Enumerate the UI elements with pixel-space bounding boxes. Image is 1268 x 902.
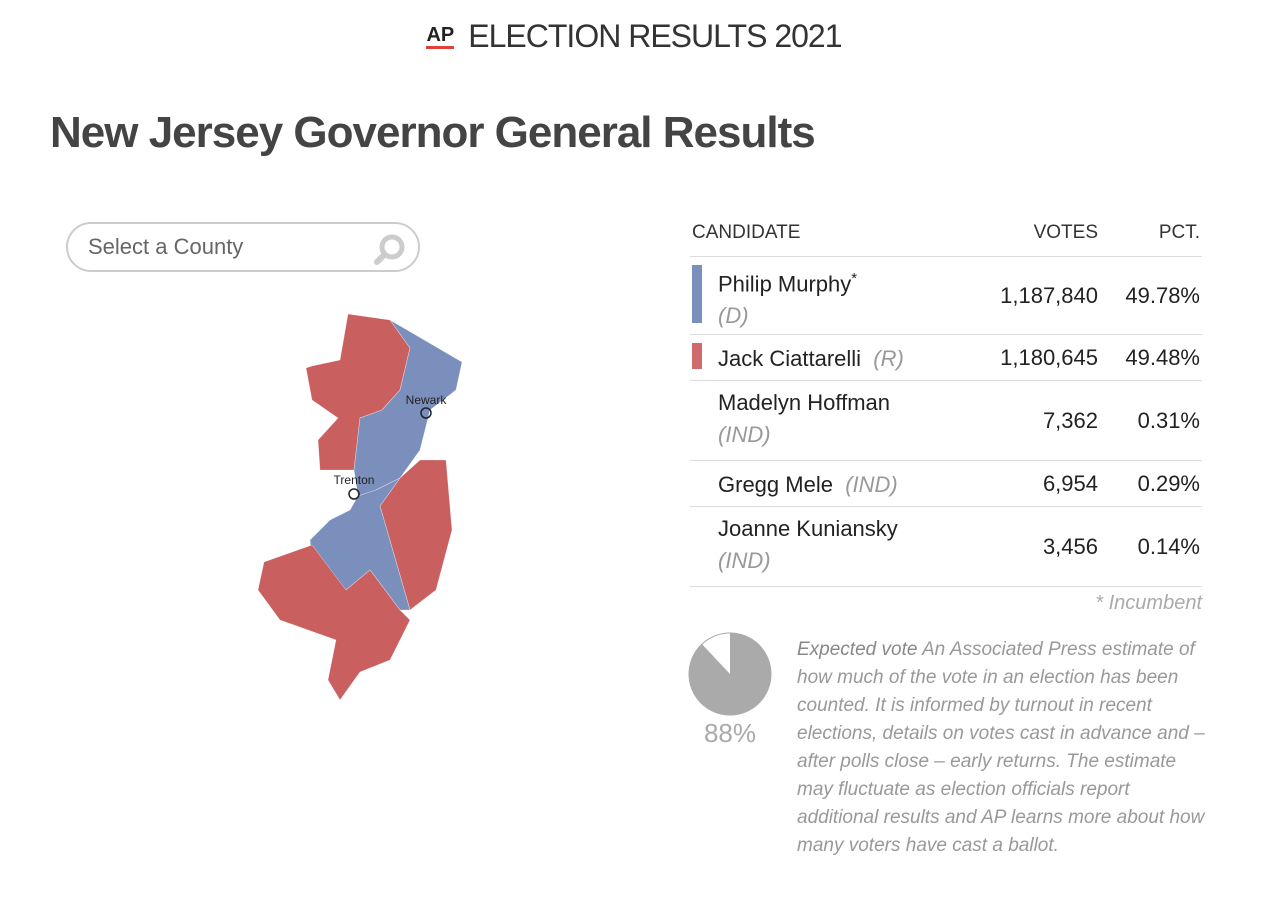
county-search[interactable]: Select a County (66, 222, 420, 272)
candidate: Philip Murphy* (D) (718, 263, 918, 332)
votes: 1,187,840 (1000, 283, 1098, 308)
column-header: VOTES (1033, 222, 1098, 243)
pie-slice (689, 633, 771, 715)
pct: 0.31% (1137, 408, 1200, 433)
votes: 3,456 (1042, 534, 1098, 559)
party-swatch (692, 343, 702, 369)
votes: 6,954 (1042, 471, 1098, 496)
header-title: ELECTION RESULTS 2021 (468, 18, 842, 54)
term: Expected vote (797, 639, 918, 660)
logo[interactable]: AP (426, 24, 455, 49)
city-label: Trenton (334, 473, 375, 487)
party: (D) (718, 303, 749, 329)
party-swatch (692, 265, 702, 323)
city-label: Newark (406, 393, 448, 407)
column-header: CANDIDATE (692, 222, 801, 243)
page-title: New Jersey Governor General Results (50, 108, 816, 157)
city-marker (348, 488, 360, 500)
candidate-row: Philip Murphy* (D) 1,187,840 49.78% (690, 256, 1202, 335)
expected-vote-pie (688, 632, 772, 716)
party: (R) (873, 346, 904, 371)
party: (IND) (718, 548, 771, 573)
pct: 49.48% (1125, 345, 1200, 370)
candidate-row: Joanne Kuniansky (IND) 3,456 0.14% (690, 506, 1202, 587)
candidate-name: Madelyn Hoffman (718, 390, 891, 415)
pct: 49.78% (1125, 283, 1200, 308)
candidate: Jack Ciattarelli (R) (718, 343, 958, 375)
candidate-name: Gregg Mele (718, 472, 833, 497)
candidate: Joanne Kuniansky (IND) (718, 513, 918, 577)
candidate-row: Gregg Mele (IND) 6,954 0.29% (690, 460, 1202, 507)
site-header: AP ELECTION RESULTS 2021 (0, 18, 1268, 55)
candidate-name: Joanne Kuniansky (718, 516, 898, 541)
expected-vote-label: 88% (703, 718, 757, 748)
votes: 7,362 (1042, 408, 1098, 433)
footnote: * Incumbent (1095, 592, 1202, 614)
definition: An Associated Press estimate of how much… (797, 639, 1205, 856)
expected-vote-description: Expected vote An Associated Press estima… (797, 636, 1207, 860)
candidate-name: Philip Murphy (718, 271, 852, 297)
votes: 1,180,645 (1000, 345, 1098, 370)
column-header: PCT. (1158, 222, 1200, 243)
candidate: Gregg Mele (IND) (718, 469, 958, 501)
pct: 0.29% (1137, 471, 1200, 496)
candidate-row: Madelyn Hoffman (IND) 7,362 0.31% (690, 380, 1202, 461)
candidate-row: Jack Ciattarelli (R) 1,180,645 49.48% (690, 334, 1202, 381)
region-south (257, 544, 411, 701)
incumbent-mark: * (851, 270, 858, 287)
county-map: Newark Trenton (257, 313, 463, 701)
table-bottom (690, 586, 1202, 587)
candidate-name: Jack Ciattarelli (718, 346, 862, 371)
search-icon (374, 234, 405, 265)
city-marker (420, 407, 432, 419)
search-placeholder: Select a County (88, 234, 244, 259)
pct: 0.14% (1137, 534, 1200, 559)
party: (IND) (718, 422, 771, 447)
party: (IND) (845, 472, 898, 497)
candidate: Madelyn Hoffman (IND) (718, 387, 918, 451)
